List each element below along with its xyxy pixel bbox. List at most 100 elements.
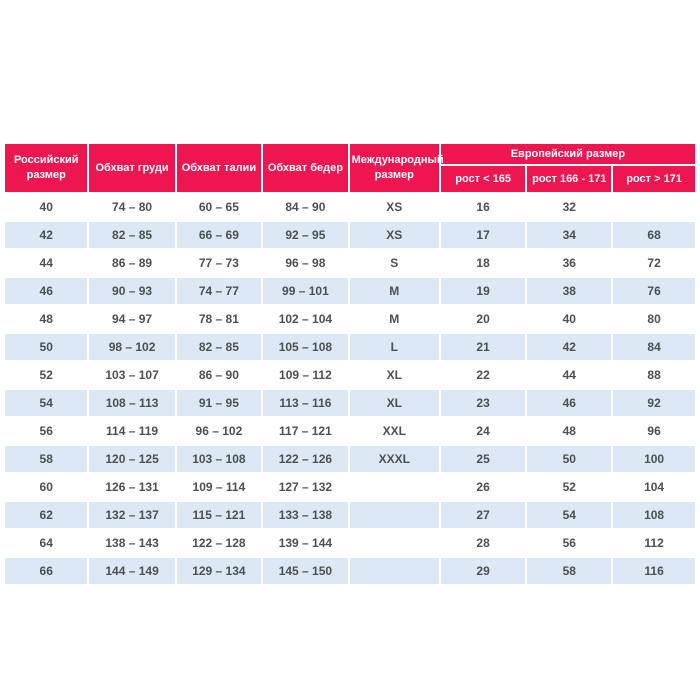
col-header-height-gt-171: рост > 171: [613, 166, 695, 192]
size-cell: XXL: [349, 418, 439, 444]
size-cell: 48: [527, 418, 612, 444]
size-cell: 52: [527, 474, 612, 500]
size-cell: 144 – 149: [89, 558, 175, 584]
size-cell: 112: [613, 530, 695, 556]
size-cell: 24: [440, 418, 526, 444]
col-header-russian-size: Российский размер: [5, 144, 88, 192]
size-row: 54 108 – 113 91 – 95 113 – 116 XL 23 46 92: [5, 390, 695, 416]
size-cell: [349, 558, 439, 584]
size-cell: [349, 474, 439, 500]
size-cell: 102 – 104: [263, 306, 348, 332]
size-cell: 92 – 95: [263, 222, 348, 248]
size-cell: 52: [5, 362, 88, 388]
size-chart-rows: 40 74 – 80 60 – 65 84 – 90 XS 16 32 42 82 – 85 66…: [5, 194, 695, 584]
size-row: 52 103 – 107 86 – 90 109 – 112 XL 22 44 88: [5, 362, 695, 388]
size-cell: 42: [5, 222, 88, 248]
size-cell: 48: [5, 306, 88, 332]
size-cell: [349, 502, 439, 528]
size-cell: 139 – 144: [263, 530, 348, 556]
size-cell: 40: [527, 306, 612, 332]
size-cell: 18: [440, 250, 526, 276]
size-cell: XS: [349, 222, 439, 248]
size-row: 60 126 – 131 109 – 114 127 – 132 26 52 104: [5, 474, 695, 500]
size-cell: 58: [5, 446, 88, 472]
size-cell: 20: [440, 306, 526, 332]
size-cell: 50: [527, 446, 612, 472]
size-cell: XL: [349, 390, 439, 416]
size-cell: 108: [613, 502, 695, 528]
size-cell: 105 – 108: [263, 334, 348, 360]
size-cell: 46: [5, 278, 88, 304]
size-cell: XL: [349, 362, 439, 388]
size-cell: 94 – 97: [89, 306, 175, 332]
size-cell: S: [349, 250, 439, 276]
size-cell: 108 – 113: [89, 390, 175, 416]
size-cell: 40: [5, 194, 88, 220]
size-cell: 122 – 128: [176, 530, 262, 556]
size-cell: 56: [5, 418, 88, 444]
size-cell: [349, 530, 439, 556]
size-cell: 60 – 65: [176, 194, 262, 220]
col-header-height-166-171: рост 166 - 171: [527, 166, 612, 192]
size-cell: M: [349, 306, 439, 332]
col-header-hip-girth: Обхват бедер: [263, 144, 348, 192]
size-cell: 16: [440, 194, 526, 220]
size-cell: 80: [613, 306, 695, 332]
size-cell: 74 – 80: [89, 194, 175, 220]
size-cell: 98 – 102: [89, 334, 175, 360]
size-cell: 96 – 98: [263, 250, 348, 276]
size-chart-header: Российский размер Обхват груди Обхват та…: [5, 144, 695, 192]
size-cell: 109 – 114: [176, 474, 262, 500]
size-row: 66 144 – 149 129 – 134 145 – 150 29 58 116: [5, 558, 695, 584]
size-cell: 86 – 90: [176, 362, 262, 388]
size-cell: 32: [527, 194, 612, 220]
size-cell: 27: [440, 502, 526, 528]
size-cell: 145 – 150: [263, 558, 348, 584]
size-cell: [613, 194, 695, 220]
size-cell: 44: [527, 362, 612, 388]
size-cell: 28: [440, 530, 526, 556]
size-cell: 74 – 77: [176, 278, 262, 304]
size-cell: 54: [5, 390, 88, 416]
size-chart-section: Российский размер Обхват груди Обхват та…: [3, 142, 697, 586]
size-row: 42 82 – 85 66 – 69 92 – 95 XS 17 34 68: [5, 222, 695, 248]
size-cell: 50: [5, 334, 88, 360]
size-cell: 56: [527, 530, 612, 556]
size-cell: 34: [527, 222, 612, 248]
col-header-height-lt-165: рост < 165: [440, 166, 526, 192]
size-chart-table: Российский размер Обхват груди Обхват та…: [3, 142, 697, 586]
size-cell: L: [349, 334, 439, 360]
size-cell: 17: [440, 222, 526, 248]
size-cell: 138 – 143: [89, 530, 175, 556]
size-cell: 19: [440, 278, 526, 304]
size-cell: 127 – 132: [263, 474, 348, 500]
size-cell: 115 – 121: [176, 502, 262, 528]
size-cell: 109 – 112: [263, 362, 348, 388]
size-row: 64 138 – 143 122 – 128 139 – 144 28 56 112: [5, 530, 695, 556]
size-cell: 90 – 93: [89, 278, 175, 304]
size-cell: XXXL: [349, 446, 439, 472]
size-row: 44 86 – 89 77 – 73 96 – 98 S 18 36 72: [5, 250, 695, 276]
size-cell: 78 – 81: [176, 306, 262, 332]
size-cell: 66: [5, 558, 88, 584]
size-cell: 100: [613, 446, 695, 472]
size-cell: 25: [440, 446, 526, 472]
col-header-waist-girth: Обхват талии: [176, 144, 262, 192]
size-cell: 76: [613, 278, 695, 304]
size-cell: 88: [613, 362, 695, 388]
size-cell: 72: [613, 250, 695, 276]
size-cell: 54: [527, 502, 612, 528]
size-cell: 21: [440, 334, 526, 360]
size-cell: 86 – 89: [89, 250, 175, 276]
size-cell: 58: [527, 558, 612, 584]
size-cell: 132 – 137: [89, 502, 175, 528]
size-cell: 96 – 102: [176, 418, 262, 444]
size-cell: 129 – 134: [176, 558, 262, 584]
size-row: 48 94 – 97 78 – 81 102 – 104 M 20 40 80: [5, 306, 695, 332]
size-cell: 77 – 73: [176, 250, 262, 276]
size-cell: 99 – 101: [263, 278, 348, 304]
size-cell: 26: [440, 474, 526, 500]
size-cell: 126 – 131: [89, 474, 175, 500]
size-row: 56 114 – 119 96 – 102 117 – 121 XXL 24 48 96: [5, 418, 695, 444]
size-cell: 114 – 119: [89, 418, 175, 444]
